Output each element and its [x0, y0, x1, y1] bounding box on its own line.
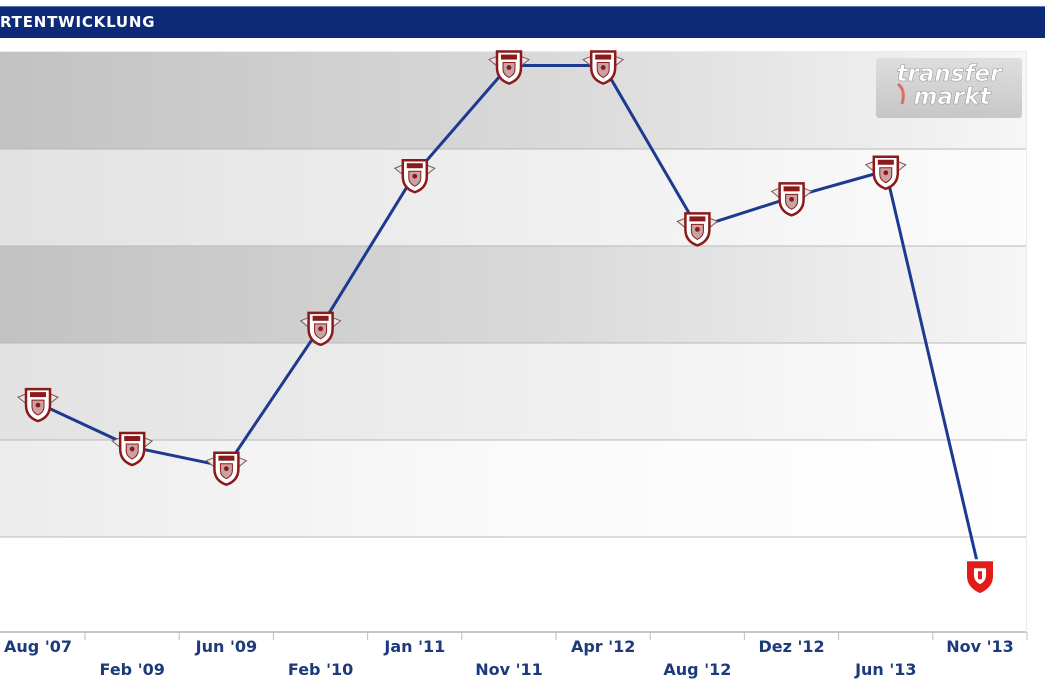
- club-badge-a-marker: [17, 387, 59, 423]
- club-badge-a-marker: [488, 50, 530, 85]
- x-tick-label: Apr '12: [571, 637, 635, 656]
- plot-band: [0, 537, 1026, 632]
- grid-lines: [0, 148, 1026, 633]
- x-tick-label: Nov '13: [946, 637, 1014, 656]
- club-badge-a-marker: [864, 155, 907, 191]
- x-tick-label: Feb '10: [288, 660, 353, 679]
- logo-text-line2: markt: [913, 84, 991, 110]
- plot-band: [0, 343, 1026, 440]
- x-tick-label: Aug '07: [4, 637, 72, 656]
- section-title: RTENTWICKLUNG: [0, 13, 156, 31]
- x-tick-label: Feb '09: [100, 660, 165, 679]
- x-tick-label: Jun '09: [195, 637, 257, 656]
- x-tick-label: Nov '11: [475, 660, 543, 679]
- club-badge-a-marker: [205, 451, 248, 487]
- x-tick-label: Jun '13: [854, 660, 916, 679]
- x-axis-ticks: Aug '07 Feb '09 Jun '09 Feb '10 Jan '11 Nov '…: [4, 632, 1028, 679]
- plot-background: [0, 51, 1027, 633]
- section-header-bar: RTENTWICKLUNG: [0, 6, 1045, 38]
- logo-text-line1: transfer: [897, 61, 1004, 87]
- markers-layer: [17, 50, 995, 596]
- plot-band: [0, 149, 1026, 246]
- x-tick-label: Dez '12: [759, 637, 825, 656]
- club-badge-b-marker: [965, 559, 995, 596]
- transfermarkt-logo: transfer markt: [876, 58, 1022, 118]
- club-badge-a-marker: [111, 431, 154, 467]
- club-badge-a-marker: [393, 158, 436, 194]
- x-tick-label: Aug '12: [663, 660, 731, 679]
- plot-band: [0, 440, 1026, 537]
- club-badge-a-marker: [299, 311, 342, 347]
- plot-band: [0, 246, 1026, 343]
- club-badge-a-marker: [676, 212, 719, 247]
- club-badge-a-marker: [582, 50, 625, 85]
- x-tick-label: Jan '11: [383, 637, 445, 656]
- club-badge-a-marker: [770, 182, 813, 217]
- logo-swoosh: [897, 82, 905, 105]
